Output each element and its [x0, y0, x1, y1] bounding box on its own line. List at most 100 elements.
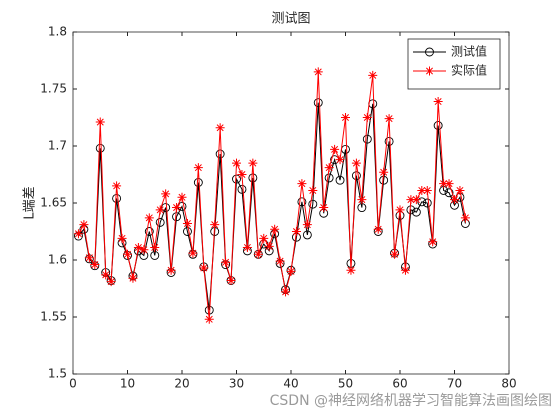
marker: [123, 249, 132, 259]
marker: [166, 265, 176, 275]
marker: [417, 185, 427, 195]
marker: [172, 203, 182, 213]
marker: [400, 265, 410, 275]
marker: [144, 213, 154, 223]
marker: [193, 163, 203, 173]
marker: [324, 173, 334, 183]
y-tick-label: 1.65: [40, 196, 67, 210]
marker: [95, 117, 105, 127]
x-tick-label: 0: [69, 377, 77, 391]
marker: [95, 143, 105, 153]
marker: [182, 219, 192, 229]
marker: [330, 144, 340, 154]
marker: [73, 229, 83, 239]
marker: [341, 113, 350, 122]
marker: [237, 184, 247, 194]
marker: [79, 220, 89, 230]
legend-label: 实际值: [451, 63, 487, 78]
marker: [242, 242, 252, 252]
marker: [422, 198, 432, 208]
marker: [101, 270, 111, 280]
marker: [139, 245, 149, 255]
y-tick-label: 1.7: [48, 139, 67, 153]
marker: [373, 224, 383, 234]
marker: [433, 97, 443, 107]
marker: [297, 197, 307, 207]
marker: [439, 179, 449, 189]
marker: [112, 181, 122, 191]
x-tick-label: 60: [392, 377, 407, 391]
marker: [281, 287, 291, 297]
marker: [351, 158, 361, 168]
marker: [253, 249, 263, 259]
legend-box: [407, 38, 501, 90]
marker: [368, 70, 378, 80]
legend-marker: [425, 66, 434, 76]
marker: [161, 203, 171, 213]
marker: [384, 114, 394, 124]
marker: [362, 134, 372, 144]
chart-title: 测试图: [271, 12, 310, 27]
marker: [313, 67, 323, 77]
marker: [270, 224, 280, 234]
y-axis-label: L端差: [23, 186, 38, 219]
marker: [286, 266, 296, 276]
marker: [313, 98, 323, 108]
marker: [450, 195, 459, 205]
marker: [455, 185, 465, 195]
marker: [84, 253, 94, 263]
marker: [433, 121, 443, 130]
marker: [155, 205, 165, 215]
marker: [384, 136, 394, 146]
marker: [379, 167, 389, 177]
y-tick-label: 1.8: [48, 25, 67, 39]
marker: [133, 242, 143, 252]
marker: [362, 113, 372, 122]
x-tick-label: 80: [501, 377, 516, 391]
marker: [259, 233, 269, 243]
marker: [390, 249, 400, 259]
marker: [335, 155, 345, 165]
marker: [215, 149, 225, 159]
x-tick-label: 40: [283, 377, 298, 391]
marker: [275, 256, 285, 266]
marker: [422, 185, 432, 195]
marker: [144, 227, 154, 236]
marker: [357, 195, 367, 205]
x-tick-label: 70: [447, 377, 462, 391]
marker: [406, 195, 416, 205]
marker: [460, 213, 470, 223]
marker: [188, 248, 198, 258]
marker: [237, 170, 247, 179]
marker: [324, 163, 334, 173]
marker: [215, 123, 225, 133]
marker: [161, 189, 171, 199]
marker: [411, 195, 421, 205]
x-tick-label: 30: [229, 377, 244, 391]
marker: [248, 173, 258, 183]
x-tick-label: 50: [338, 377, 353, 391]
marker: [335, 175, 345, 185]
marker: [411, 207, 421, 217]
y-tick-label: 1.6: [48, 253, 67, 267]
marker: [297, 179, 307, 189]
marker: [177, 192, 187, 202]
marker: [150, 242, 160, 252]
marker: [90, 260, 100, 270]
legend-marker: [425, 47, 434, 57]
marker: [291, 227, 301, 236]
marker: [444, 179, 454, 189]
marker: [199, 263, 209, 273]
marker: [106, 277, 116, 287]
marker: [319, 203, 329, 213]
marker: [302, 230, 312, 240]
y-tick-label: 1.75: [40, 82, 67, 96]
legend-label: 测试值: [451, 44, 487, 59]
marker: [204, 314, 214, 324]
marker: [221, 257, 231, 267]
y-tick-label: 1.5: [48, 367, 67, 381]
marker: [264, 241, 274, 251]
marker: [226, 276, 236, 286]
marker: [428, 237, 438, 247]
